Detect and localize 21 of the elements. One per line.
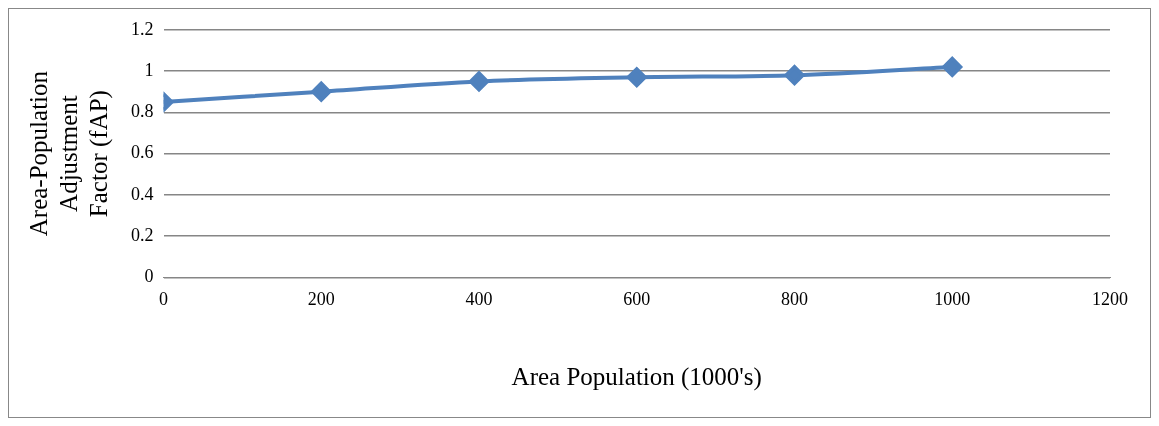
point bbox=[626, 67, 647, 88]
y-tick-label: 0 bbox=[144, 266, 154, 287]
y-tick-label: 0.8 bbox=[131, 101, 154, 122]
x-tick-label: 800 bbox=[781, 288, 808, 309]
x-tick-label: 400 bbox=[465, 288, 493, 309]
y-tick-label: 1 bbox=[144, 59, 154, 80]
y-axis-title: Area-Population Adjustment Factor (fAP) bbox=[24, 70, 113, 237]
y-tick-label: 0.4 bbox=[131, 183, 154, 204]
point bbox=[469, 71, 489, 92]
x-tick-label: 1000 bbox=[934, 288, 971, 309]
x-axis-title: Area Population (1000's) bbox=[511, 362, 762, 391]
y-tick-label: 1.2 bbox=[131, 18, 154, 39]
x-tick-label: 0 bbox=[159, 288, 168, 309]
y-tick-label: 0.2 bbox=[131, 224, 154, 245]
point bbox=[942, 56, 963, 77]
x-tick-label: 600 bbox=[623, 288, 651, 309]
x-tick-label: 1200 bbox=[1092, 288, 1128, 309]
point bbox=[784, 65, 805, 86]
x-tick-label: 200 bbox=[307, 288, 335, 309]
y-tick-label: 0.6 bbox=[131, 142, 154, 163]
point bbox=[311, 81, 332, 102]
